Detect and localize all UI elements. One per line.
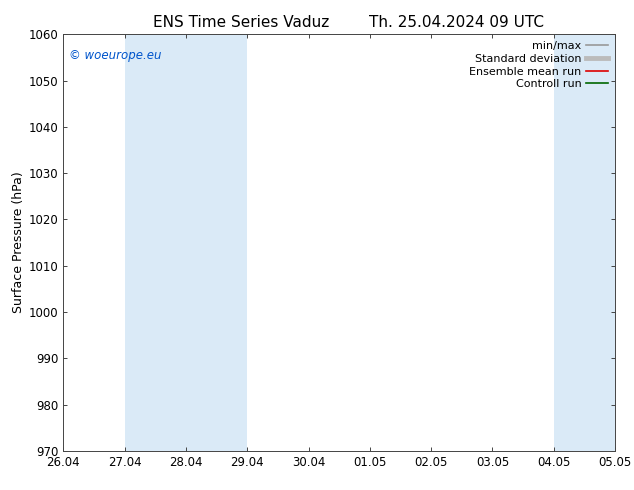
Text: Th. 25.04.2024 09 UTC: Th. 25.04.2024 09 UTC bbox=[369, 15, 544, 30]
Bar bbox=[553, 34, 634, 451]
Text: © woeurope.eu: © woeurope.eu bbox=[69, 49, 162, 62]
Text: ENS Time Series Vaduz: ENS Time Series Vaduz bbox=[153, 15, 329, 30]
Y-axis label: Surface Pressure (hPa): Surface Pressure (hPa) bbox=[11, 172, 25, 314]
Legend: min/max, Standard deviation, Ensemble mean run, Controll run: min/max, Standard deviation, Ensemble me… bbox=[465, 37, 612, 94]
Bar bbox=[125, 34, 247, 451]
